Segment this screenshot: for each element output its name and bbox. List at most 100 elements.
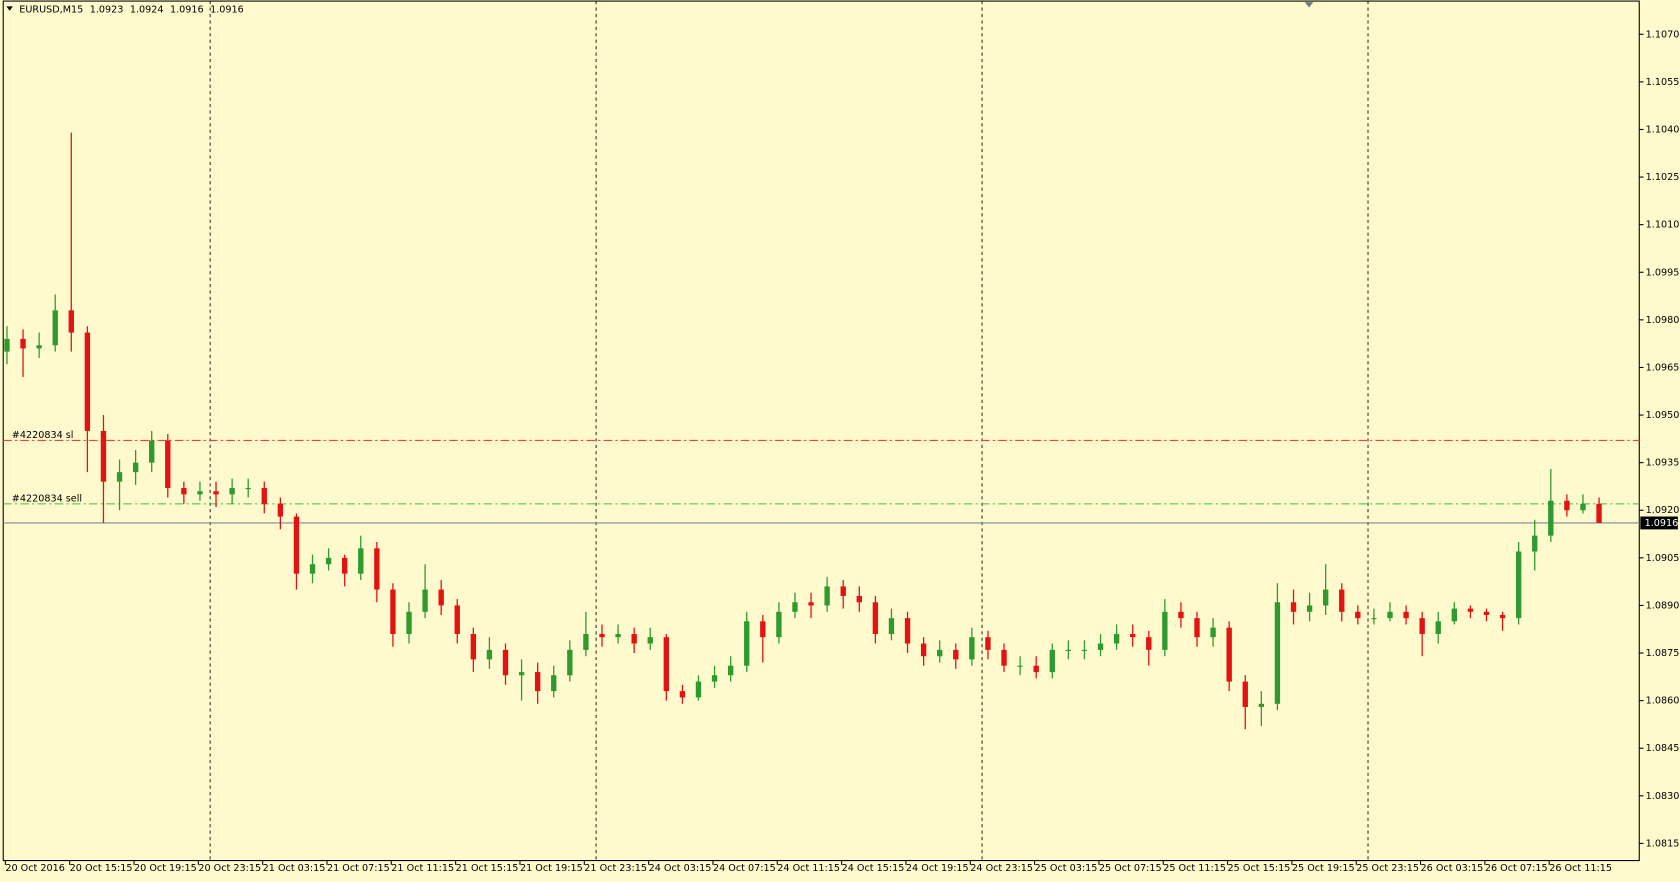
y-tick-label: 1.1040 [1646, 124, 1680, 135]
candle-body [1226, 627, 1232, 682]
candle-body [325, 557, 332, 565]
candle-body [165, 440, 171, 489]
y-tick-label: 1.0830 [1646, 791, 1680, 802]
x-tick-label: 21 Oct 03:15 [263, 863, 326, 874]
candle-body [840, 586, 846, 596]
bid-box [1640, 516, 1678, 530]
x-tick-label: 26 Oct 11:15 [1549, 863, 1612, 874]
candle-body [1322, 589, 1329, 606]
candle-body [1596, 503, 1602, 523]
candle-body [1499, 614, 1506, 619]
x-tick-label: 26 Oct 03:15 [1421, 863, 1484, 874]
candle-body [1097, 643, 1104, 650]
candle-body [760, 621, 766, 638]
candle-body [1532, 535, 1538, 552]
candle-body [808, 602, 814, 606]
candle-body [534, 672, 541, 692]
candle-body [920, 643, 927, 657]
candle-body [502, 649, 509, 676]
candle-body [1290, 602, 1297, 612]
candle-body [631, 634, 637, 644]
candle-body [68, 310, 74, 333]
candle-body [1258, 703, 1265, 707]
candle-body [309, 564, 316, 574]
x-tick-label: 25 Oct 19:15 [1292, 863, 1355, 874]
candle-body [1274, 602, 1281, 704]
candle-body [197, 491, 203, 495]
x-tick-label: 24 Oct 15:15 [842, 863, 905, 874]
x-tick-label: 24 Oct 23:15 [970, 863, 1033, 874]
y-tick-label: 1.0995 [1646, 267, 1680, 278]
y-tick-label: 1.0935 [1646, 458, 1680, 469]
y-tick-label: 1.1070 [1646, 29, 1680, 40]
x-tick-label: 20 Oct 23:15 [198, 863, 261, 874]
candle-body [20, 338, 26, 349]
x-tick-label: 20 Oct 2016 [5, 863, 65, 874]
candle-body [1580, 503, 1586, 511]
candle-body [1306, 605, 1313, 612]
candle-body [1467, 608, 1474, 612]
candle-body [1548, 500, 1554, 536]
x-tick-label: 25 Oct 23:15 [1356, 863, 1419, 874]
candle-body [888, 618, 895, 635]
candle-body [1194, 618, 1200, 638]
header-price: 1.0916 [210, 5, 244, 16]
candle-body [615, 634, 621, 638]
chart-header: EURUSD,M15 1.0923 1.0924 1.0916 1.0916 [19, 5, 244, 16]
candle-body [1017, 665, 1023, 667]
y-tick-label: 1.0905 [1646, 553, 1680, 564]
candle-body [969, 637, 975, 660]
candle-body [985, 637, 991, 650]
x-tick-label: 21 Oct 07:15 [327, 863, 390, 874]
candle-body [1387, 611, 1393, 619]
candle-body [776, 611, 782, 638]
y-tick-label: 1.1010 [1646, 220, 1680, 231]
candle-body [1355, 611, 1361, 619]
header-price: 1.0923 [90, 5, 124, 16]
x-tick-label: 21 Oct 15:15 [456, 863, 519, 874]
candle-body [679, 691, 686, 698]
candle-body [374, 548, 380, 590]
x-tick-label: 25 Oct 07:15 [1099, 863, 1162, 874]
candle-body [1162, 611, 1168, 650]
y-tick-label: 1.0920 [1646, 505, 1680, 516]
candle-body [181, 488, 187, 495]
candle-body [454, 605, 460, 635]
candle-body [1483, 611, 1490, 615]
candle-body [1419, 618, 1425, 635]
candle-body [470, 634, 477, 660]
x-tick-label: 24 Oct 19:15 [906, 863, 969, 874]
candle-body [100, 430, 107, 482]
x-tick-label: 24 Oct 03:15 [649, 863, 712, 874]
candle-body [1515, 551, 1522, 619]
x-tick-label: 21 Oct 11:15 [391, 863, 454, 874]
candle-body [84, 332, 91, 431]
candle-body [342, 557, 348, 574]
candle-body [261, 488, 267, 504]
plot-frame [2, 0, 1640, 862]
candle-body [406, 611, 412, 635]
candle-body [1113, 634, 1120, 644]
candle-body [1178, 611, 1184, 619]
candle-body [792, 602, 798, 612]
candle-body [856, 595, 862, 603]
candle-body [599, 634, 605, 638]
candle-body [116, 472, 123, 482]
candle-body [390, 589, 396, 635]
shift-marker [1304, 2, 1314, 8]
candle-body [1564, 500, 1570, 511]
candle-body [1049, 649, 1055, 673]
x-tick-label: 21 Oct 23:15 [584, 863, 647, 874]
candle-body [229, 488, 235, 495]
bid-label: 1.0916 [1645, 518, 1679, 529]
y-tick-label: 1.1055 [1646, 77, 1680, 88]
y-tick-label: 1.0875 [1646, 648, 1680, 659]
candle-body [245, 488, 251, 490]
candle-body [583, 634, 589, 650]
candle-body [1210, 627, 1216, 638]
y-tick-label: 1.0890 [1646, 600, 1680, 611]
order-level-label: #4220834 sl [12, 430, 74, 441]
candle-body [551, 675, 557, 692]
